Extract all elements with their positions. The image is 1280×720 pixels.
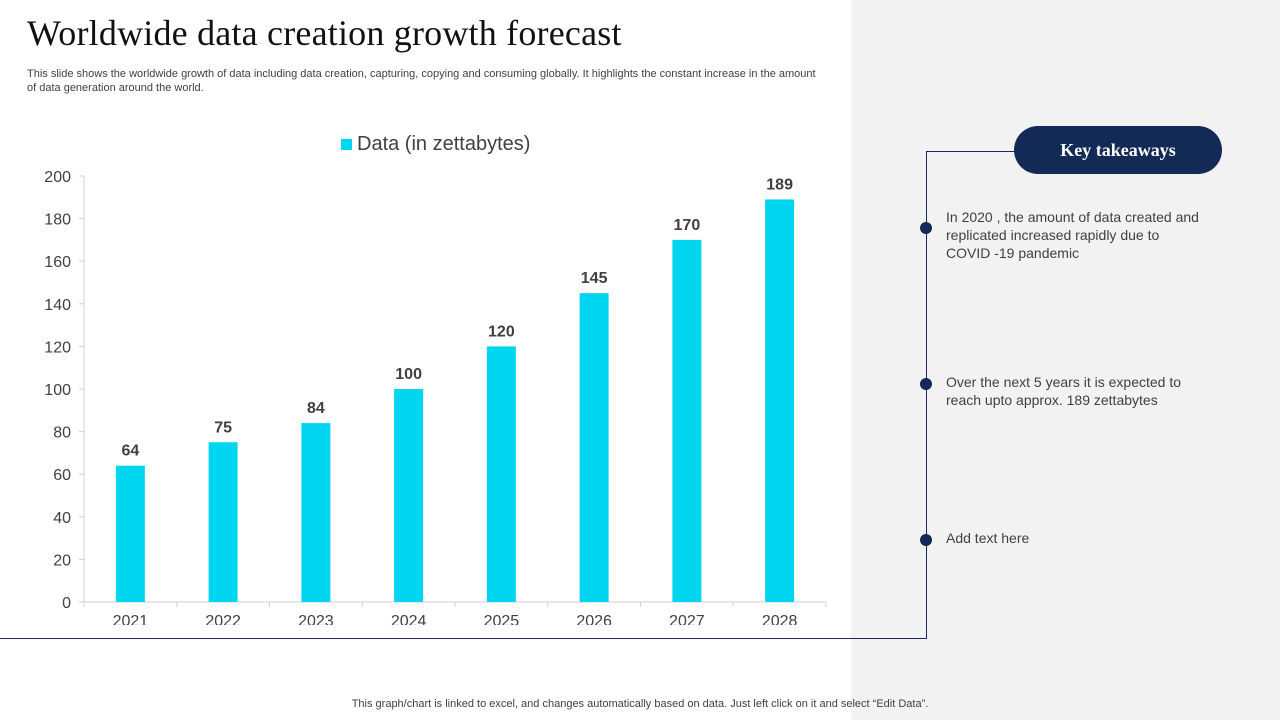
y-tick-label: 140 bbox=[44, 297, 71, 314]
bar-2021 bbox=[115, 465, 145, 602]
x-tick-label-2025: 2025 bbox=[484, 613, 520, 625]
bar-2024 bbox=[394, 389, 424, 602]
y-tick-label: 100 bbox=[44, 382, 71, 399]
x-tick-label-2026: 2026 bbox=[576, 613, 612, 625]
y-tick-label: 120 bbox=[44, 339, 71, 356]
x-tick-label-2024: 2024 bbox=[391, 613, 427, 625]
bullet-dot-3 bbox=[920, 534, 932, 546]
y-tick-label: 80 bbox=[53, 425, 71, 442]
bar-chart: Data (in zettabytes) 0 20 40 60 80 100 120 140 16… bbox=[44, 133, 827, 625]
y-tick-label: 20 bbox=[53, 552, 71, 569]
bar-2023 bbox=[301, 423, 331, 602]
right-panel bbox=[851, 0, 1280, 720]
page-subtitle: This slide shows the worldwide growth of… bbox=[27, 68, 816, 94]
x-tick-label-2021: 2021 bbox=[113, 613, 149, 625]
x-tick-label-2027: 2027 bbox=[669, 613, 705, 625]
bar-2026 bbox=[579, 293, 609, 602]
bullet-dot-2 bbox=[920, 378, 932, 390]
data-label-2025: 120 bbox=[488, 323, 515, 340]
data-label-2021: 64 bbox=[121, 443, 139, 460]
legend-label: Data (in zettabytes) bbox=[357, 133, 530, 155]
takeaway-point-1: In 2020 , the amount of data created and… bbox=[946, 209, 1199, 261]
connector-vertical bbox=[926, 151, 927, 639]
bullet-dot-1 bbox=[920, 222, 932, 234]
data-label-2023: 84 bbox=[307, 400, 325, 417]
data-label-2028: 189 bbox=[766, 176, 793, 193]
bar-2028 bbox=[765, 199, 795, 602]
data-label-2027: 170 bbox=[674, 217, 701, 234]
connector-horizontal-top bbox=[926, 151, 1016, 152]
y-tick-label: 160 bbox=[44, 254, 71, 271]
y-tick-label: 200 bbox=[44, 169, 71, 186]
bar-2027 bbox=[672, 239, 702, 602]
y-tick-label: 40 bbox=[53, 510, 71, 527]
data-label-2026: 145 bbox=[581, 270, 608, 287]
x-tick-label-2022: 2022 bbox=[205, 613, 241, 625]
data-label-2024: 100 bbox=[395, 366, 422, 383]
takeaway-point-3: Add text here bbox=[946, 530, 1030, 546]
footer-note: This graph/chart is linked to excel, and… bbox=[351, 698, 929, 710]
connector-horizontal-bottom bbox=[0, 638, 927, 639]
y-tick-label: 60 bbox=[53, 467, 71, 484]
y-tick-label: 180 bbox=[44, 212, 71, 229]
bar-2025 bbox=[486, 346, 516, 602]
y-tick-label: 0 bbox=[62, 595, 71, 612]
x-tick-label-2023: 2023 bbox=[298, 613, 334, 625]
bar-2022 bbox=[208, 442, 238, 602]
data-label-2022: 75 bbox=[214, 419, 232, 436]
key-takeaways-badge: Key takeaways bbox=[1014, 126, 1222, 174]
x-tick-label-2028: 2028 bbox=[762, 613, 798, 625]
page-title: Worldwide data creation growth forecast bbox=[27, 13, 622, 53]
legend-swatch bbox=[341, 139, 352, 150]
takeaway-point-2: Over the next 5 years it is expected to … bbox=[946, 374, 1182, 408]
